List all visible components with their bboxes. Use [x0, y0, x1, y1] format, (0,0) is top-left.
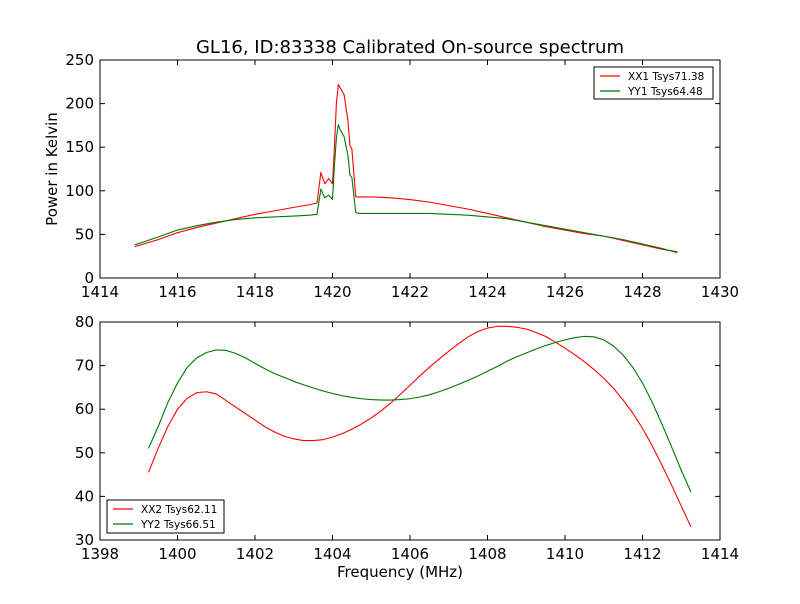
panel-2-xtick-label: 1412	[623, 545, 661, 563]
panel-1-ytick-label: 200	[65, 95, 94, 113]
panel-2-series-line-2	[147, 335, 692, 493]
panel-1-xtick-label: 1416	[158, 283, 196, 301]
panel-1-ytick-label: 50	[75, 225, 94, 243]
panel-2-series-line-1	[147, 325, 692, 528]
panel-2-ytick-label: 70	[75, 357, 94, 375]
panel-1-xtick-label: 1420	[313, 283, 351, 301]
panel-1-xtick-label: 1414	[81, 283, 119, 301]
panel-2-ytick-label: 30	[75, 531, 94, 549]
panel-2-xlabel: Frequency (MHz)	[337, 563, 463, 581]
panel-2-xtick-label: 1408	[468, 545, 506, 563]
panel-1-ytick-label: 250	[65, 51, 94, 69]
panel-1-ytick-label: 150	[65, 138, 94, 156]
panel-2-ytick-label: 40	[75, 487, 94, 505]
panel-2-legend-box	[106, 499, 225, 534]
panel-1-series-line-2	[134, 123, 678, 254]
panel-1-series-line-1	[134, 83, 678, 253]
panel-2-ytick-label: 50	[75, 444, 94, 462]
panel-1-legend-box	[593, 66, 714, 100]
panel-1-xtick-label: 1424	[468, 283, 506, 301]
panel-1-ylabel: Power in Kelvin	[43, 112, 61, 226]
panel-2-xtick-label: 1402	[236, 545, 274, 563]
panel-1-xtick-label: 1418	[236, 283, 274, 301]
panel-2-xtick-label: 1404	[313, 545, 351, 563]
panel-1-xtick-label: 1430	[701, 283, 739, 301]
panel-2-xtick-label: 1406	[391, 545, 429, 563]
panel-2-ytick-label: 60	[75, 400, 94, 418]
panel-2-xtick-label: 1400	[158, 545, 196, 563]
panel-2-ytick-label: 80	[75, 313, 94, 331]
panel-2-xtick-label: 1410	[546, 545, 584, 563]
panel-1-xtick-label: 1426	[546, 283, 584, 301]
figure-title: GL16, ID:83338 Calibrated On-source spec…	[196, 37, 624, 58]
panel-1-xtick-label: 1428	[623, 283, 661, 301]
panel-1-ytick-label: 0	[84, 269, 94, 287]
panel-2-legend-label-2: YY2 Tsys66.51	[140, 519, 216, 531]
panel-2-xtick-label: 1398	[81, 545, 119, 563]
panel-2-legend-label-1: XX2 Tsys62.11	[141, 504, 217, 516]
panel-1-legend-label-2: YY1 Tsys64.48	[627, 86, 703, 98]
panel-2-xtick-label: 1414	[701, 545, 739, 563]
panel-1-ytick-label: 100	[65, 182, 94, 200]
panel-1-legend-label-1: XX1 Tsys71.38	[628, 71, 704, 83]
panel-1-xtick-label: 1422	[391, 283, 429, 301]
